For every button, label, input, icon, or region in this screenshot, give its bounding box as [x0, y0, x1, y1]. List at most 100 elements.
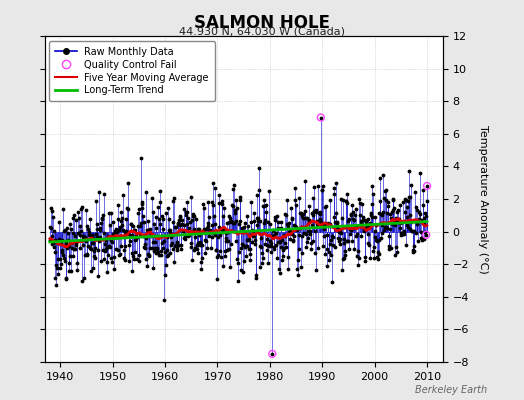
Point — [351, 223, 359, 230]
Point — [184, 232, 192, 239]
Point — [363, 222, 372, 229]
Point — [279, 247, 288, 254]
Point — [303, 228, 312, 234]
Point — [94, 272, 102, 279]
Point — [218, 198, 226, 204]
Point — [220, 227, 228, 233]
Point — [411, 230, 420, 236]
Point — [113, 233, 121, 240]
Point — [54, 219, 63, 226]
Point — [372, 234, 380, 240]
Point — [222, 238, 231, 245]
Point — [51, 274, 60, 281]
Point — [390, 218, 398, 224]
Point — [217, 254, 225, 260]
Point — [231, 210, 239, 216]
Point — [356, 221, 365, 228]
Point — [126, 238, 135, 244]
Point — [225, 212, 233, 219]
Point — [392, 244, 401, 250]
Point — [286, 227, 294, 234]
Point — [268, 232, 276, 239]
Point — [49, 214, 57, 220]
Point — [299, 214, 308, 221]
Point — [103, 244, 111, 250]
Point — [315, 218, 323, 224]
Point — [251, 237, 259, 243]
Point — [349, 209, 357, 216]
Point — [197, 258, 205, 265]
Point — [363, 224, 371, 231]
Point — [203, 224, 211, 231]
Point — [236, 218, 244, 224]
Point — [280, 239, 289, 246]
Point — [320, 226, 329, 232]
Point — [184, 215, 192, 221]
Point — [378, 230, 386, 236]
Point — [392, 248, 401, 255]
Point — [76, 245, 84, 252]
Point — [265, 188, 273, 194]
Point — [346, 231, 354, 238]
Point — [172, 242, 180, 248]
Point — [240, 224, 248, 231]
Point — [396, 225, 404, 231]
Point — [336, 241, 344, 248]
Point — [266, 240, 275, 246]
Point — [152, 244, 161, 251]
Point — [97, 258, 105, 264]
Point — [316, 210, 324, 217]
Point — [88, 232, 96, 238]
Point — [196, 242, 204, 249]
Point — [338, 215, 346, 222]
Point — [201, 250, 209, 256]
Point — [295, 232, 303, 238]
Point — [115, 227, 124, 234]
Point — [407, 182, 415, 188]
Point — [345, 216, 353, 222]
Point — [150, 248, 158, 254]
Point — [341, 252, 350, 258]
Point — [385, 232, 394, 239]
Point — [418, 235, 426, 241]
Point — [255, 187, 264, 194]
Point — [56, 256, 64, 263]
Point — [68, 240, 76, 246]
Point — [356, 200, 364, 206]
Point — [249, 233, 257, 239]
Point — [152, 250, 161, 257]
Point — [72, 241, 81, 248]
Point — [203, 245, 211, 252]
Point — [63, 225, 71, 232]
Point — [316, 114, 325, 121]
Point — [155, 252, 163, 258]
Point — [108, 238, 116, 245]
Point — [221, 253, 229, 259]
Point — [367, 213, 376, 220]
Point — [134, 206, 143, 212]
Point — [287, 214, 296, 221]
Point — [219, 262, 227, 269]
Point — [252, 275, 260, 282]
Point — [357, 233, 365, 239]
Point — [160, 297, 169, 303]
Point — [84, 243, 92, 250]
Point — [389, 196, 397, 202]
Point — [130, 237, 139, 244]
Point — [143, 227, 151, 233]
Point — [203, 199, 212, 205]
Point — [117, 218, 126, 225]
Point — [291, 196, 300, 203]
Point — [305, 202, 314, 209]
Point — [238, 225, 246, 231]
Point — [78, 204, 86, 210]
Point — [184, 225, 193, 232]
Point — [339, 197, 347, 203]
Point — [205, 214, 213, 220]
Point — [171, 243, 179, 249]
Point — [160, 237, 168, 244]
Point — [86, 244, 94, 250]
Point — [86, 245, 95, 251]
Point — [322, 221, 330, 227]
Point — [50, 249, 59, 255]
